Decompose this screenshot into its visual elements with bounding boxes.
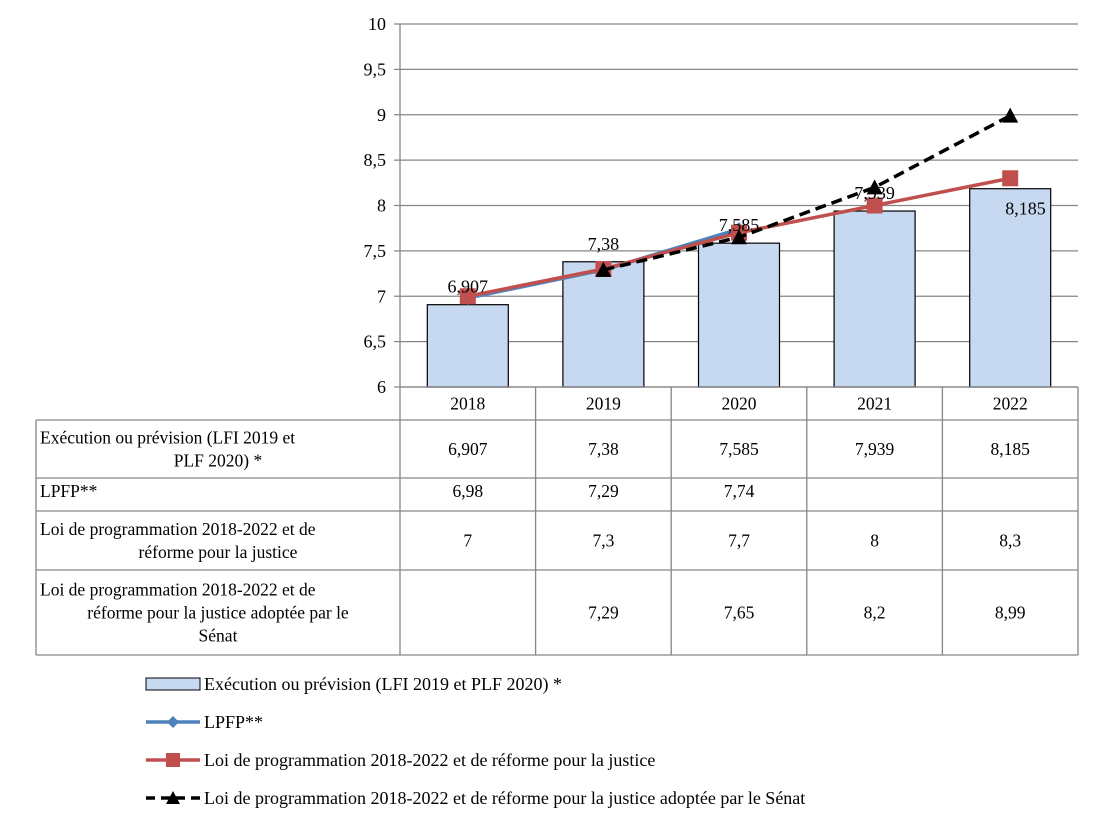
bar: [562, 261, 645, 388]
table-cell: 7,29: [588, 481, 619, 501]
table-row-label: Loi de programmation 2018-2022 et de: [40, 519, 316, 539]
data-table: 2018 2019 2020 2021 2022 Exécution ou prévisi…: [35, 386, 1079, 656]
table-cell: 7,3: [592, 531, 614, 551]
marker-square: [1002, 170, 1019, 187]
data-label: 7,585: [719, 215, 760, 235]
table-header-cell: 2022: [993, 394, 1028, 414]
table-cell: 8,2: [864, 603, 886, 623]
table-cell: 7,65: [724, 603, 755, 623]
series-line: [602, 114, 1012, 272]
y-tick-label: 10: [368, 14, 386, 34]
table-header-cell: 2020: [722, 394, 757, 414]
table-row-label: réforme pour la justice: [139, 542, 298, 562]
table-row-label: réforme pour la justice adoptée par le: [87, 603, 349, 623]
table-cell: 8: [870, 531, 879, 551]
y-tick-label: 9: [377, 105, 386, 125]
table-cell: 7,939: [855, 439, 895, 459]
marker-triangle: [731, 229, 747, 245]
table-row-label: Sénat: [199, 626, 238, 646]
table-row-label: PLF 2020) *: [174, 451, 262, 471]
y-tick-label: 6,5: [364, 332, 387, 352]
data-label: 7,38: [588, 234, 620, 254]
table-cell: 7,38: [588, 439, 619, 459]
marker-triangle: [166, 791, 180, 804]
table-cell: 6,98: [452, 481, 483, 501]
data-label: 8,185: [1005, 199, 1045, 219]
table-cell: 7: [463, 531, 472, 551]
table-cell: 8,99: [995, 603, 1026, 623]
table-cell: 7,7: [728, 531, 750, 551]
bar-series: [426, 188, 1052, 388]
line-series: [459, 107, 1019, 306]
legend-swatch-bar: [145, 677, 201, 691]
bar: [697, 242, 781, 388]
table-cell: 7,74: [724, 481, 755, 501]
marker-square: [459, 288, 476, 305]
y-axis: 6 6,5 7 7,5 8 8,5 9 9,5 10: [364, 14, 401, 397]
y-tick-label: 9,5: [364, 59, 387, 79]
legend: Exécution ou prévision (LFI 2019 et PLF …: [145, 674, 805, 808]
y-tick-label: 8: [377, 196, 386, 216]
y-tick-label: 6: [377, 377, 386, 397]
table-cell: 6,907: [448, 439, 488, 459]
data-labels: 6,907 7,38 7,585 7,939 8,185: [448, 183, 1046, 297]
table-header-cell: 2021: [857, 394, 892, 414]
marker-diamond: [167, 716, 179, 728]
bar: [969, 188, 1052, 388]
data-label: 6,907: [448, 277, 489, 297]
table-cell: 8,3: [999, 531, 1021, 551]
y-tick-label: 7,5: [364, 241, 387, 261]
table-row-label: Exécution ou prévision (LFI 2019 et: [40, 428, 295, 448]
y-tick-label: 7: [377, 286, 386, 306]
bar: [426, 304, 509, 388]
table-cell: 7,585: [719, 439, 759, 459]
marker-triangle: [866, 179, 883, 195]
marker-triangle: [595, 261, 612, 277]
data-label: 7,939: [854, 183, 895, 203]
table-row-label: LPFP**: [40, 481, 97, 501]
legend-label: Exécution ou prévision (LFI 2019 et PLF …: [204, 674, 562, 695]
marker-square: [166, 753, 180, 767]
legend-label: Loi de programmation 2018-2022 et de réf…: [204, 788, 805, 808]
marker-triangle: [1002, 107, 1019, 123]
bar: [833, 210, 916, 388]
marker-square: [866, 197, 883, 214]
table-cell: 7,29: [588, 603, 619, 623]
legend-label: Loi de programmation 2018-2022 et de réf…: [204, 750, 655, 770]
table-row-label: Loi de programmation 2018-2022 et de: [40, 580, 316, 600]
table-header-cell: 2018: [450, 394, 485, 414]
legend-label: LPFP**: [204, 712, 263, 732]
table-cell: 8,185: [991, 439, 1031, 459]
y-tick-label: 8,5: [364, 150, 387, 170]
table-header-cell: 2019: [586, 394, 621, 414]
